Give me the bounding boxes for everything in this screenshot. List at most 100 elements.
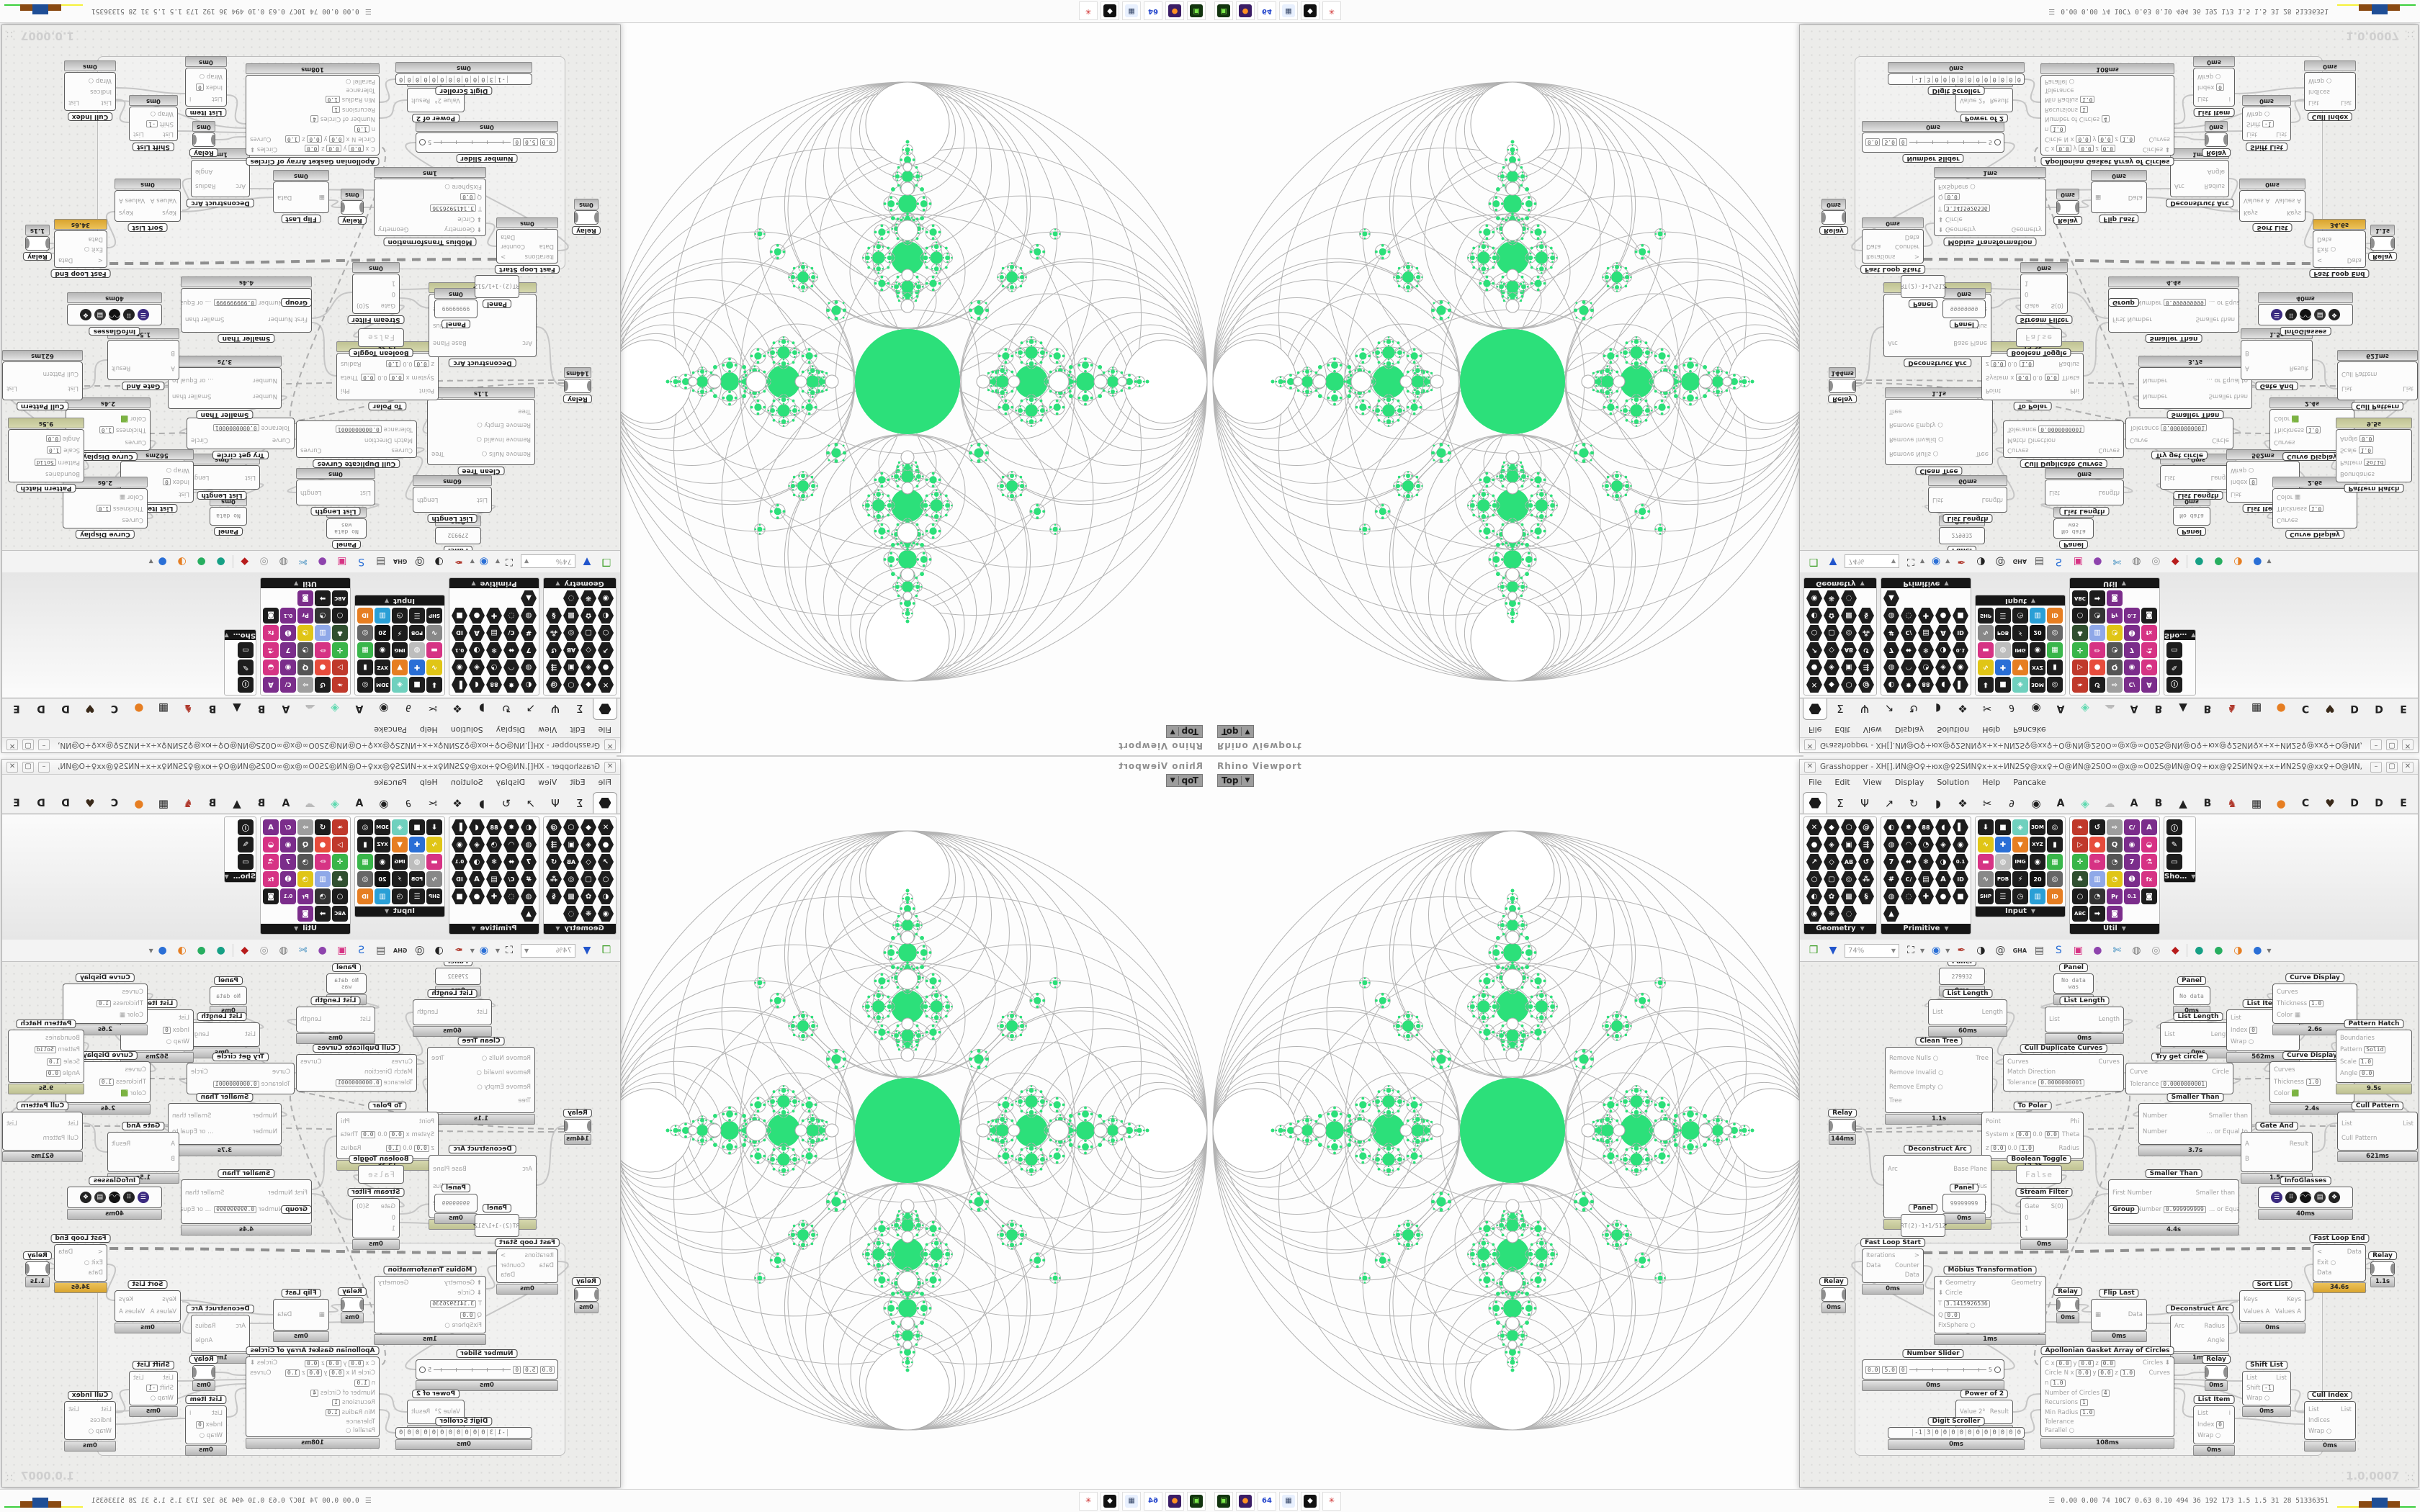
toolbar-sketch-icon[interactable]: ✒ (454, 556, 463, 567)
component-icon[interactable]: ✚ (1918, 608, 1934, 624)
component-icon[interactable]: ⓘ (2166, 819, 2182, 835)
component-icon[interactable]: ▌ (452, 677, 467, 693)
component-icon[interactable]: A (2141, 819, 2157, 835)
component-tab[interactable]: ● (134, 797, 144, 810)
component-icon[interactable]: ◌ (503, 888, 519, 904)
component-icon[interactable]: # (1883, 871, 1899, 887)
gh-node[interactable]: Stream Filter Gate S(0) 0 1 0ms (347, 262, 405, 324)
component-icon[interactable]: ⚡ (392, 871, 408, 887)
component-icon[interactable]: ◍ (1883, 837, 1899, 852)
component-icon[interactable]: ◉ (2030, 854, 2045, 870)
gh-node[interactable]: Relay 144ms (563, 367, 592, 403)
component-icon[interactable]: ◠ (1901, 837, 1917, 852)
toolbox-icon[interactable]: ▤ (2314, 1192, 2326, 1203)
component-icon[interactable]: ❧ (332, 677, 348, 693)
gh-node[interactable]: Relay 0ms (338, 189, 367, 225)
component-tab[interactable]: ◈ (2081, 797, 2089, 810)
component-icon[interactable]: ■ (1953, 608, 1968, 624)
component-icon[interactable]: ◈ (1824, 660, 1839, 675)
palette-panel-label[interactable]: Geometry ▼ (544, 578, 616, 588)
component-icon[interactable]: ● (469, 888, 485, 904)
toolbar-gha-icon[interactable]: GHA (2012, 947, 2027, 954)
component-icon[interactable]: ◐ (521, 819, 537, 835)
grasshopper-titlebar[interactable]: ✕ Grasshopper - XH[].ИN@O♀÷юх@♀2SИN♀х÷х÷… (1800, 760, 2418, 775)
component-tab[interactable]: ♞ (183, 702, 193, 715)
menu-item-view[interactable]: View (1863, 777, 1882, 787)
component-tab[interactable]: A (2130, 798, 2138, 809)
component-tab[interactable]: ◉ (2031, 702, 2041, 715)
toolbar-save-file-icon[interactable]: ▼ (583, 556, 591, 567)
toolbar-balloon-purple-icon[interactable]: ● (318, 556, 327, 567)
component-icon[interactable]: XYZ (2030, 837, 2045, 852)
gh-node[interactable]: InfoGlasses ☰ ⠿ ◠◠ ▤ ❖ 40ms (2258, 292, 2353, 336)
toolbar-jump-icon[interactable]: ✄ (2112, 556, 2122, 567)
component-icon[interactable]: ◌ (503, 608, 519, 624)
toolbar-balloon-teal-icon[interactable]: ● (216, 945, 225, 956)
component-icon[interactable]: ☰ (409, 888, 425, 904)
component-icon[interactable]: ❋ (581, 590, 596, 606)
component-icon[interactable]: ○ (598, 871, 614, 887)
toolbar-balloon-purple-icon[interactable]: ● (2093, 556, 2102, 567)
component-icon[interactable]: Pr (2107, 608, 2123, 624)
toolbar-package-icon[interactable]: ▣ (2073, 556, 2083, 567)
chevron-down-icon[interactable]: ▼ (1170, 728, 1175, 735)
gh-node[interactable]: Cull Pattern List List Cull Pattern 621ms (2337, 1102, 2418, 1162)
component-icon[interactable]: 88 (486, 819, 502, 835)
component-icon[interactable]: ◎ (563, 625, 579, 641)
component-tab[interactable]: B (257, 703, 266, 714)
gh-node[interactable]: Cull Index List List Indices Wrap ○ 0ms (64, 1391, 116, 1452)
component-icon[interactable]: ✸ (503, 677, 519, 693)
toolbar-spheres-hollow-icon[interactable]: ◎ (2151, 945, 2161, 956)
component-icon[interactable]: ● (315, 660, 331, 675)
toolbar-balloon-purple-icon[interactable]: ● (318, 945, 327, 956)
toolbar-balloon-green-icon[interactable]: ● (197, 945, 206, 956)
gh-node[interactable]: Relay 1.1s (23, 225, 52, 261)
component-icon[interactable]: ◒ (263, 837, 279, 852)
component-icon[interactable]: ◉ (375, 642, 390, 658)
component-icon[interactable]: ⬌ (1901, 854, 1917, 870)
minimize-button[interactable]: – (38, 761, 50, 773)
slider-knob[interactable] (419, 1366, 426, 1373)
component-icon[interactable]: ◌ (1901, 608, 1917, 624)
component-tab[interactable]: C (2301, 798, 2310, 809)
component-icon[interactable]: @ (1858, 819, 1874, 835)
component-tab[interactable]: A (355, 703, 364, 714)
component-icon[interactable]: ❋ (581, 906, 596, 922)
component-icon[interactable]: ○ (2072, 608, 2088, 624)
component-tab[interactable]: ◗ (1935, 702, 1941, 715)
component-icon[interactable]: Q (297, 660, 313, 675)
component-icon[interactable]: IMG (2012, 854, 2028, 870)
panel-value[interactable]: (SQRT(2)-1+1/512)*1 (1901, 283, 1945, 290)
component-icon[interactable]: ◙ (297, 590, 313, 606)
component-icon[interactable]: ↗ (598, 642, 614, 658)
component-icon[interactable]: ✛ (2072, 642, 2088, 658)
gh-node[interactable]: Pattern Hatch Boundaries Pattern Solid Scal… (8, 1020, 84, 1094)
panel-value[interactable]: No data (2179, 992, 2204, 999)
component-tab[interactable]: Σ (1837, 702, 1844, 715)
component-icon[interactable]: ▦ (357, 642, 373, 658)
component-icon[interactable]: ◔ (2089, 608, 2105, 624)
component-icon[interactable]: ❄ (486, 642, 502, 658)
component-icon[interactable]: ✚ (409, 660, 425, 675)
glasses-icon[interactable]: ◠◠ (109, 1192, 120, 1203)
component-icon[interactable]: 7 (280, 642, 296, 658)
component-icon[interactable]: ✕ (1806, 819, 1822, 835)
panel-value[interactable]: 279932 (1951, 973, 1973, 980)
component-icon[interactable]: PDB (409, 625, 425, 641)
component-tab[interactable]: ▲ (233, 797, 241, 810)
menu-item-display[interactable]: Display (496, 725, 526, 735)
component-icon[interactable]: ➡ (315, 590, 331, 606)
component-tab[interactable]: ♞ (2227, 702, 2237, 715)
toolbar-ink-icon[interactable]: ◑ (434, 945, 444, 956)
component-tab[interactable]: ↗ (526, 797, 536, 810)
component-icon[interactable]: ▼ (2012, 837, 2028, 852)
gh-node[interactable]: Panel2799320ms (1939, 516, 1985, 550)
component-icon[interactable]: ◈ (469, 660, 485, 675)
viewport-tab-top[interactable]: Top ▼ (1165, 725, 1203, 738)
